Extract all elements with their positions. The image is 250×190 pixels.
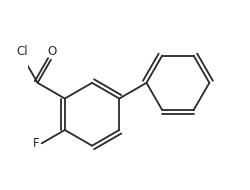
Text: Cl: Cl bbox=[16, 45, 28, 58]
Text: F: F bbox=[32, 137, 39, 150]
Text: O: O bbox=[47, 45, 56, 58]
